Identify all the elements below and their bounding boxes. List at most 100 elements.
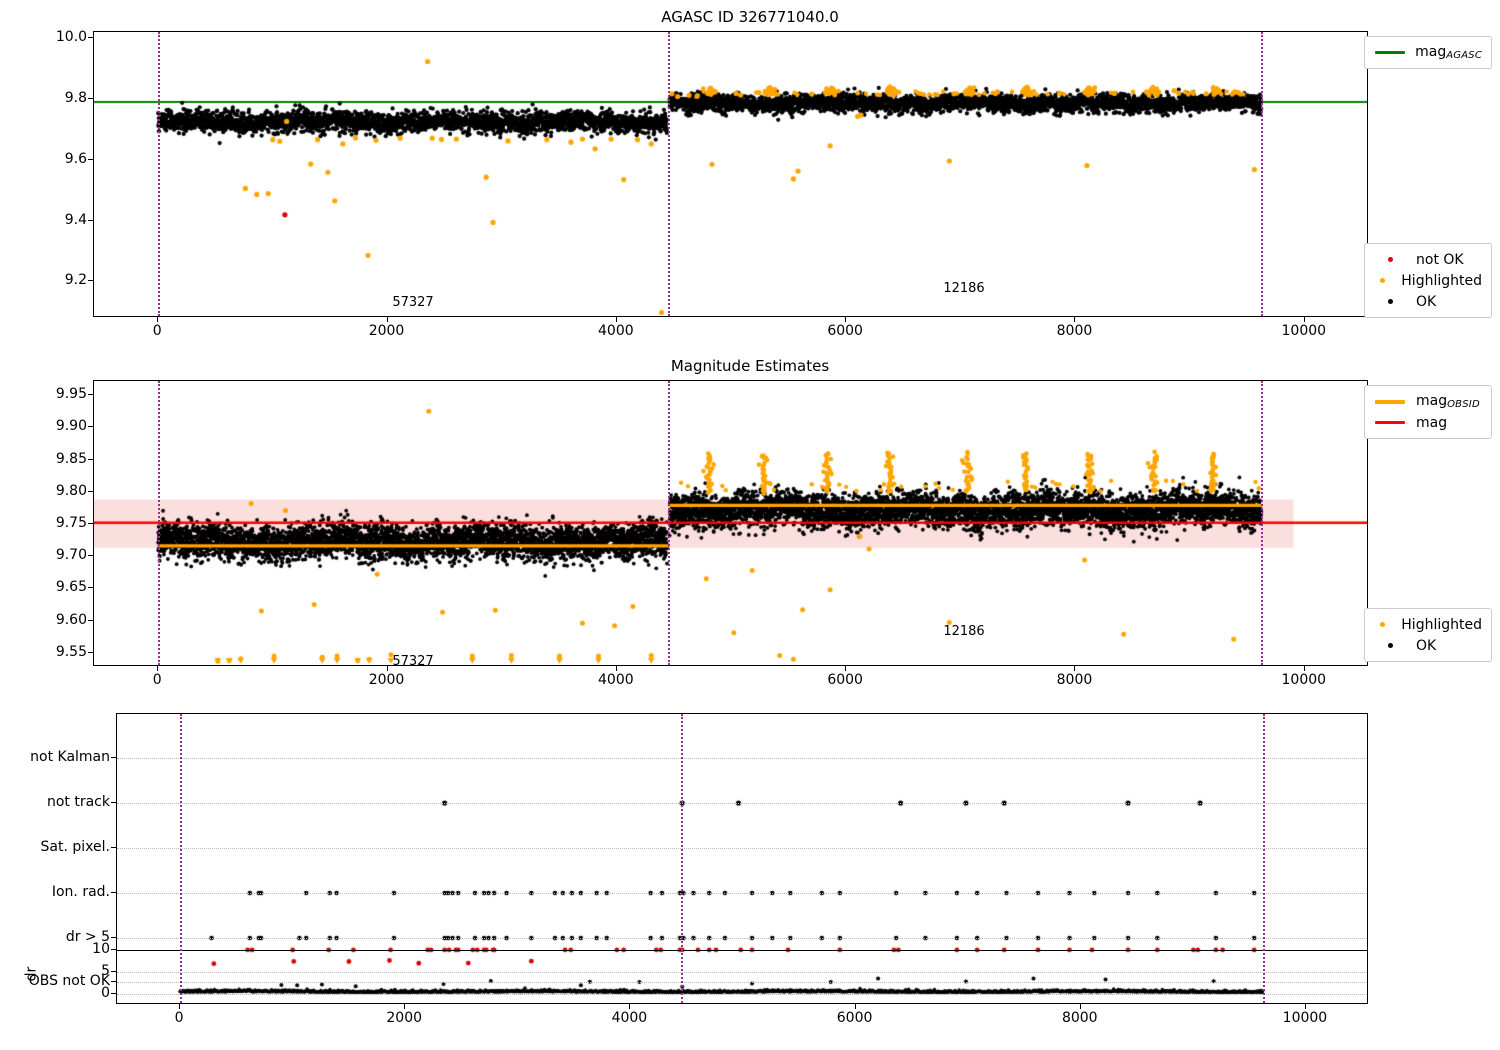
y-tick-label: 9.8 [64,89,87,106]
panel3-axes [116,713,1368,1004]
dr-gridline [117,971,1367,973]
legend-label-highlighted-p2: Highlighted [1401,616,1482,633]
x-tickmark [1079,1004,1081,1009]
dr-tick-label: 0 [101,984,110,1001]
x-tick-label: 6000 [827,323,863,339]
flag-gridline [117,938,1367,939]
y-tickmark [88,619,93,621]
dr-gridline [117,993,1367,995]
flag-gridline [117,893,1367,894]
panel2-line-legend[interactable]: magOBSID mag [1364,385,1492,439]
legend-row-ok-p2: OK [1373,635,1482,656]
red-line-swatch-icon [1373,421,1407,424]
x-tick-label: 8000 [1061,1010,1098,1026]
panel-magnitude-vs-agasc: AGASC ID 326771040.0 57327 12186 0 2000 40… [0,0,1500,348]
flag-label-not-track: not track [46,794,110,810]
flag-gridline [117,803,1367,804]
flag-label-dr-5: dr > 5 [65,929,110,945]
x-tick-label: 10000 [1282,1010,1328,1026]
y-tickmark [111,981,116,982]
y-tick-label: 10.0 [55,29,87,46]
legend-label-not-ok: not OK [1416,251,1464,268]
y-tickmark [88,587,93,589]
x-tickmark [615,666,617,671]
obsid-divider-line [1263,714,1266,1003]
obsid-annotation-12186-p2: 12186 [943,624,985,639]
flag-label-obs-not-ok: OBS not OK [28,973,110,989]
x-tickmark [845,666,847,671]
legend-label-mag: mag [1416,414,1448,431]
panel1-point-legend[interactable]: not OK Highlighted OK [1364,243,1492,318]
legend-row-ok: OK [1373,291,1482,312]
x-tickmark [386,666,388,671]
obsid-annotation-57327-p2: 57327 [392,654,434,666]
x-tick-label: 6000 [827,672,863,688]
obsid-divider-line [158,381,161,665]
orange-line-swatch-icon [1373,399,1407,404]
x-tick-label: 2000 [368,323,405,339]
legend-label-mag-agasc: magAGASC [1415,43,1482,61]
obsid-annotation-12186-p1: 12186 [943,281,985,296]
y-tick-label: 9.2 [64,272,87,289]
y-tick-label: 9.6 [64,150,87,167]
green-line-swatch-icon [1373,51,1406,54]
y-tickmark [111,948,116,950]
y-tickmark [111,992,116,994]
panel2-axes: 57327 12186 [93,380,1368,666]
dr-threshold-line [117,949,1367,951]
flag-label-sat-pixel: Sat. pixel. [40,839,110,855]
legend-label-ok-p2: OK [1416,637,1437,654]
obsid-divider-line [1261,32,1264,316]
y-tickmark [111,847,116,848]
y-tick-label: 9.85 [55,450,87,467]
x-tickmark [1303,317,1305,322]
y-tickmark [88,158,93,160]
x-tickmark [1303,666,1305,671]
x-tick-label: 0 [152,323,162,339]
y-tickmark [88,458,93,460]
legend-row-highlighted: Highlighted [1373,270,1482,291]
y-tickmark [111,802,116,803]
flag-label-not-kalman: not Kalman [30,749,110,765]
x-tickmark [854,1004,856,1009]
x-tick-label: 2000 [386,1010,423,1026]
panel1-line-legend[interactable]: magAGASC [1364,36,1492,69]
y-tickmark [88,97,93,99]
dr-tick-label: 10 [92,940,110,957]
y-tick-label: 9.70 [55,547,87,564]
flag-gridline [117,848,1367,849]
x-tick-label: 4000 [598,323,634,339]
black-dot-swatch-icon-p2 [1373,643,1407,648]
y-tickmark [88,426,93,428]
x-tickmark [1074,666,1076,671]
x-tick-label: 0 [174,1010,184,1026]
obsid-divider-line [180,714,183,1003]
y-tick-label: 9.90 [55,418,87,435]
legend-row-highlighted-p2: Highlighted [1373,614,1482,635]
x-tickmark [386,317,388,322]
legend-label-mag-obsid: magOBSID [1416,392,1480,410]
legend-row-mag-agasc: magAGASC [1373,42,1482,63]
legend-label-highlighted: Highlighted [1401,272,1482,289]
legend-row-mag: mag [1373,412,1482,433]
x-tickmark [404,1004,406,1009]
panel2-point-legend[interactable]: Highlighted OK [1364,608,1492,662]
y-tickmark [88,555,93,557]
x-tick-label: 4000 [611,1010,648,1026]
panel1-axes: 57327 12186 [93,31,1368,317]
y-tickmark [88,523,93,524]
x-tickmark [845,317,847,322]
y-tickmark [111,937,116,938]
flag-gridline [117,758,1367,759]
y-tick-label: 9.75 [55,515,87,531]
y-tickmark [88,394,93,396]
y-tickmark [88,219,93,221]
x-tick-label: 0 [152,672,162,688]
orange-dot-swatch-icon [1373,278,1392,283]
x-tickmark [615,317,617,322]
y-tickmark [88,651,93,653]
black-dot-swatch-icon [1373,299,1407,304]
obsid-divider-line [1261,381,1264,665]
y-tick-label: 9.80 [55,482,87,499]
x-tick-label: 8000 [1056,323,1093,339]
